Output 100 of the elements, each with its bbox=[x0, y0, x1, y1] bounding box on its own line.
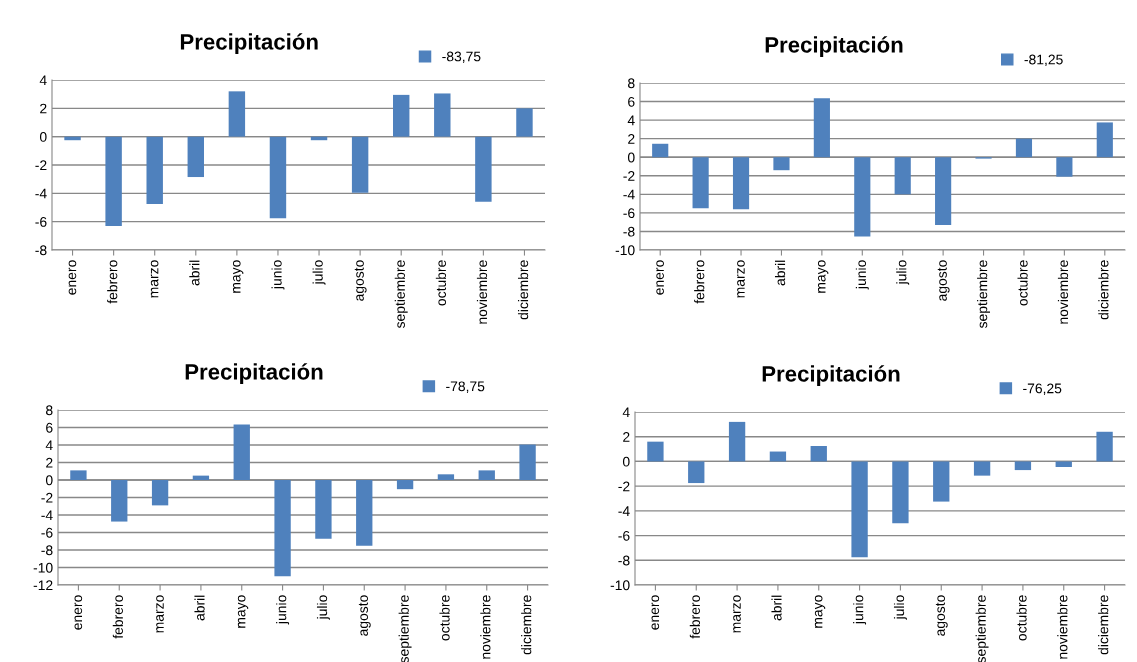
y-tick-label: -8 bbox=[623, 226, 635, 237]
x-tick-label: noviembre bbox=[476, 260, 488, 324]
legend-label: -78,75 bbox=[446, 381, 485, 393]
x-tick-label: febrero bbox=[112, 595, 123, 639]
y-tick-label: 8 bbox=[46, 405, 53, 416]
bar bbox=[851, 461, 868, 558]
x-tick-label: junio bbox=[276, 595, 290, 625]
y-tick-label: -10 bbox=[615, 245, 635, 256]
y-tick-label: -4 bbox=[41, 510, 53, 521]
x-tick-label: octubre bbox=[439, 595, 450, 641]
x-tick-label: mayo bbox=[814, 595, 826, 628]
x-tick-label: abril bbox=[771, 595, 782, 621]
y-tick-label: 2 bbox=[40, 103, 47, 114]
x-tick-label: noviembre bbox=[1057, 260, 1069, 324]
y-tick-label: 4 bbox=[622, 407, 630, 418]
legend-label: -81,25 bbox=[1024, 54, 1063, 67]
x-tick-label: julio bbox=[893, 595, 907, 620]
bar bbox=[70, 470, 87, 480]
bar bbox=[973, 461, 991, 476]
bar bbox=[1096, 431, 1113, 462]
x-tick-label: junio bbox=[855, 260, 869, 290]
bar bbox=[351, 136, 369, 193]
y-tick-label: -10 bbox=[610, 580, 630, 591]
bar bbox=[356, 480, 373, 546]
bar bbox=[1014, 461, 1032, 471]
bar bbox=[1015, 138, 1033, 158]
y-tick-label: 0 bbox=[622, 456, 630, 467]
y-tick-label: -4 bbox=[623, 189, 635, 200]
bar bbox=[935, 157, 952, 225]
x-tick-label: abril bbox=[194, 595, 205, 621]
bar bbox=[933, 461, 950, 502]
y-tick-label: -2 bbox=[623, 171, 635, 181]
y-tick-label: -8 bbox=[618, 555, 630, 566]
bar bbox=[1055, 461, 1072, 467]
bar bbox=[269, 136, 287, 219]
chart-title: Precipitación bbox=[180, 33, 318, 55]
bar bbox=[228, 91, 246, 137]
bar bbox=[894, 157, 911, 195]
bar bbox=[392, 94, 410, 137]
bar bbox=[810, 445, 827, 462]
x-tick-label: abril bbox=[774, 260, 786, 286]
bar bbox=[434, 93, 451, 137]
chart-title: Precipitación bbox=[185, 363, 323, 385]
x-tick-label: diciembre bbox=[1098, 595, 1109, 655]
y-tick-label: -6 bbox=[35, 217, 47, 227]
bar bbox=[647, 441, 664, 462]
y-tick-label: 4 bbox=[39, 75, 47, 86]
x-tick-label: septiembre bbox=[977, 260, 991, 329]
x-tick-label: marzo bbox=[737, 260, 745, 298]
x-tick-label: enero bbox=[74, 595, 83, 630]
x-tick-label: noviembre bbox=[1057, 595, 1068, 659]
x-tick-label: mayo bbox=[817, 260, 829, 293]
x-tick-label: agosto bbox=[937, 260, 950, 301]
x-tick-label: septiembre bbox=[394, 260, 408, 329]
y-tick-label: 6 bbox=[628, 96, 635, 107]
bar bbox=[478, 470, 495, 480]
x-tick-label: junio bbox=[271, 260, 285, 290]
y-tick-label: 0 bbox=[39, 132, 47, 142]
x-tick-label: febrero bbox=[689, 595, 700, 639]
bar bbox=[233, 424, 250, 480]
bar bbox=[519, 444, 536, 480]
x-tick-label: octubre bbox=[1017, 260, 1028, 306]
y-tick-label: 4 bbox=[627, 115, 635, 126]
bar bbox=[105, 136, 122, 226]
x-tick-label: julio bbox=[316, 595, 330, 620]
y-tick-label: -6 bbox=[618, 530, 630, 541]
x-tick-label: marzo bbox=[733, 595, 741, 633]
legend-label: -83,75 bbox=[442, 51, 481, 63]
y-tick-label: -4 bbox=[35, 188, 47, 199]
x-tick-label: agosto bbox=[354, 260, 367, 301]
y-tick-label: -2 bbox=[35, 160, 47, 171]
bar bbox=[192, 475, 210, 480]
x-tick-label: febrero bbox=[694, 260, 705, 304]
x-tick-label: noviembre bbox=[480, 595, 491, 659]
x-tick-label: julio bbox=[896, 260, 910, 285]
bar bbox=[187, 136, 205, 178]
bar bbox=[437, 474, 455, 480]
y-tick-label: -8 bbox=[35, 245, 47, 256]
bar bbox=[773, 157, 790, 171]
x-tick-label: mayo bbox=[237, 595, 249, 628]
bar bbox=[396, 480, 414, 490]
bar bbox=[728, 421, 746, 462]
bar bbox=[1096, 122, 1113, 158]
chart-title: Precipitación bbox=[765, 36, 903, 58]
x-tick-label: octubre bbox=[1016, 595, 1027, 641]
x-tick-label: diciembre bbox=[521, 595, 532, 655]
y-tick-label: 4 bbox=[45, 440, 53, 451]
y-tick-label: -12 bbox=[33, 580, 53, 591]
bar bbox=[151, 480, 169, 506]
x-tick-label: junio bbox=[853, 595, 867, 625]
bar bbox=[475, 136, 492, 202]
y-tick-label: -6 bbox=[41, 527, 53, 538]
y-tick-label: 2 bbox=[46, 457, 53, 468]
y-tick-label: -6 bbox=[623, 208, 635, 219]
y-tick-label: -2 bbox=[618, 481, 630, 492]
x-tick-label: enero bbox=[651, 595, 660, 630]
x-tick-label: febrero bbox=[107, 260, 118, 304]
bar bbox=[274, 480, 291, 577]
legend-label: -76,25 bbox=[1023, 383, 1062, 395]
x-tick-label: enero bbox=[68, 260, 77, 295]
